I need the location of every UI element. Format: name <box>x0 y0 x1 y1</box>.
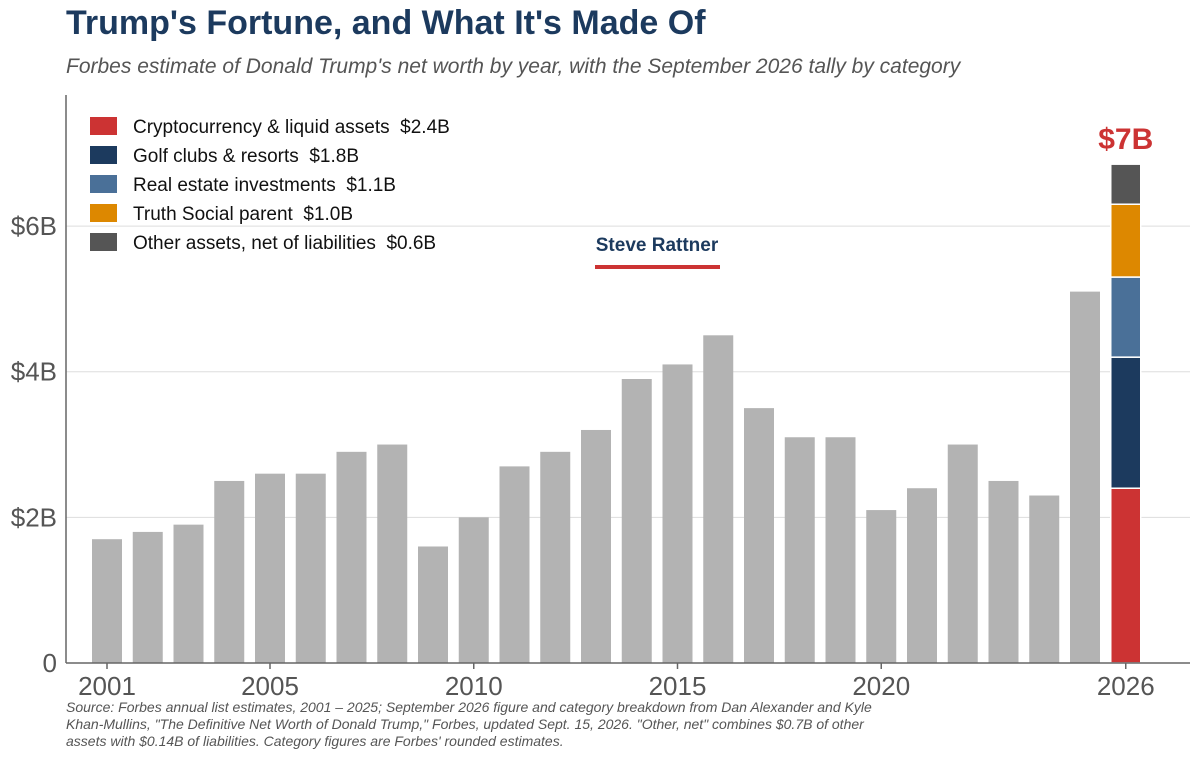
stack-segment-1 <box>1110 487 1142 664</box>
legend-label: Cryptocurrency & liquid assets $2.4B <box>133 117 450 138</box>
bar-2003 <box>173 524 204 663</box>
bar-2015 <box>662 364 693 663</box>
y-tick-label: $2B <box>11 502 57 532</box>
bar-2022 <box>947 444 978 663</box>
stack-segment-2 <box>1110 356 1142 489</box>
bar-2017 <box>744 408 774 663</box>
legend-swatch <box>90 233 117 251</box>
bar-2024 <box>1029 495 1060 663</box>
x-tick-label: 2001 <box>78 671 136 700</box>
legend: Cryptocurrency & liquid assets $2.4B Golf… <box>90 117 450 254</box>
bars-layer <box>92 291 1100 663</box>
bar-2008 <box>377 444 408 663</box>
legend-label: Real estate investments $1.1B <box>133 175 396 196</box>
x-tick-label: 2010 <box>445 671 503 700</box>
bar-2025 <box>1070 291 1100 663</box>
bar-2005 <box>255 473 285 663</box>
bar-2013 <box>581 429 611 663</box>
stack-segment-5 <box>1110 163 1142 205</box>
stack-segment-4 <box>1110 203 1142 278</box>
bar-2016 <box>703 335 734 663</box>
y-tick-label: 0 <box>43 648 57 678</box>
stack-segment-3 <box>1110 276 1142 358</box>
legend-swatch <box>90 146 117 164</box>
bar-2014 <box>621 379 652 663</box>
stacked-bar-2026: $7B <box>1098 123 1153 664</box>
net-worth-chart: $7B 0 $2B $4B $6B 2001 2005 2010 2015 2020 2026 C… <box>11 95 1190 700</box>
x-tick-label: 2026 <box>1097 671 1155 700</box>
legend-swatch <box>90 175 117 193</box>
bar-2007 <box>336 451 367 663</box>
x-tick-label: 2005 <box>241 671 299 700</box>
legend-label: Golf clubs & resorts $1.8B <box>133 146 359 167</box>
legend-label: Other assets, net of liabilities $0.6B <box>133 233 436 254</box>
bar-2019 <box>825 437 856 663</box>
legend-label: Truth Social parent $1.0B <box>133 204 353 225</box>
source-note: Source: Forbes annual list estimates, 20… <box>66 699 872 749</box>
brand-label: Steve Rattner <box>596 235 719 256</box>
bar-2002 <box>132 531 163 663</box>
bar-2006 <box>295 473 326 663</box>
bar-2023 <box>988 480 1019 663</box>
bar-2021 <box>907 488 937 663</box>
legend-swatch <box>90 204 117 222</box>
y-tick-label: $4B <box>11 357 57 387</box>
bar-2010 <box>458 517 489 663</box>
bar-2009 <box>418 546 448 663</box>
bar-2011 <box>499 466 530 663</box>
bar-2018 <box>784 437 815 663</box>
x-tick-label: 2020 <box>852 671 910 700</box>
brand-underline <box>595 265 720 269</box>
bar-2004 <box>214 480 245 663</box>
total-label: $7B <box>1098 123 1153 156</box>
chart-title: Trump's Fortune, and What It's Made Of <box>66 4 706 42</box>
axes: 0 $2B $4B $6B 2001 2005 2010 2015 2020 2026 <box>11 95 1190 700</box>
chart-subtitle: Forbes estimate of Donald Trump's net wo… <box>66 55 961 78</box>
bar-2001 <box>92 539 122 663</box>
x-tick-label: 2015 <box>649 671 707 700</box>
legend-swatch <box>90 117 117 135</box>
bar-2012 <box>540 451 571 663</box>
bar-2020 <box>866 510 897 663</box>
y-tick-label: $6B <box>11 211 57 241</box>
